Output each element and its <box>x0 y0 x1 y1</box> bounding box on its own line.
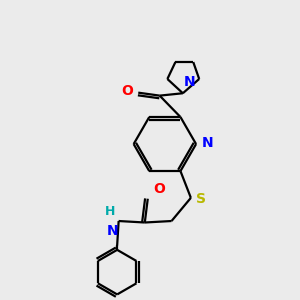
Text: S: S <box>196 192 206 206</box>
Text: O: O <box>153 182 165 196</box>
Text: O: O <box>121 84 133 98</box>
Text: H: H <box>105 205 115 218</box>
Text: N: N <box>201 136 213 151</box>
Text: N: N <box>106 224 118 238</box>
Text: N: N <box>184 75 196 89</box>
